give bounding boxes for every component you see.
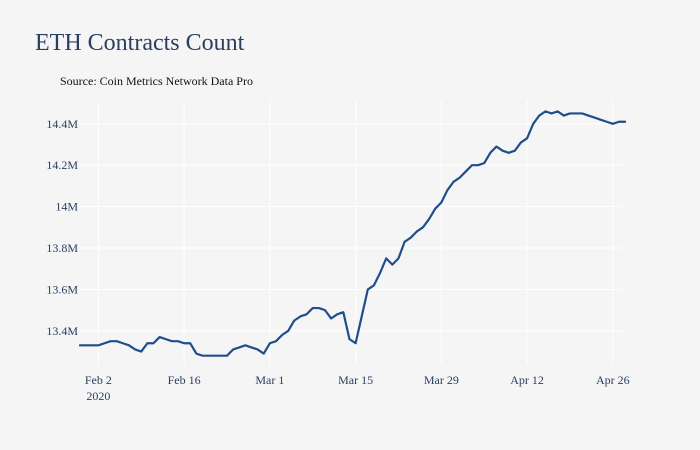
x-tick-label-4: Mar 29	[424, 373, 459, 387]
y-tick-label-1: 13.6M	[46, 282, 78, 296]
x-tick-label-3: Mar 15	[338, 373, 373, 387]
chart-title: ETH Contracts Count	[35, 30, 245, 56]
series-line	[78, 110, 627, 357]
y-axis-tick-labels: 13.4M 13.6M 13.8M 14M 14.2M 14.4M	[46, 117, 78, 338]
y-gridlines	[80, 123, 622, 332]
chart-subtitle: Source: Coin Metrics Network Data Pro	[60, 74, 253, 88]
x-tick-label-0: Feb 2	[85, 373, 112, 387]
y-tick-label-0: 13.4M	[46, 324, 78, 338]
y-tick-label-5: 14.4M	[46, 117, 78, 131]
x-axis-tick-labels: Feb 2 2020 Feb 16 Mar 1 Mar 15 Mar 29 Apr 12 Ap…	[85, 373, 630, 403]
x-tick-label-2: Mar 1	[255, 373, 284, 387]
x-tick-sublabel-0: 2020	[86, 389, 110, 403]
x-tick-label-6: Apr 26	[596, 373, 630, 387]
x-tick-label-5: Apr 12	[510, 373, 544, 387]
y-tick-label-3: 14M	[55, 200, 78, 214]
x-tick-label-1: Feb 16	[168, 373, 201, 387]
y-tick-label-2: 13.8M	[46, 241, 78, 255]
y-tick-label-4: 14.2M	[46, 158, 78, 172]
x-gridlines	[97, 100, 614, 365]
